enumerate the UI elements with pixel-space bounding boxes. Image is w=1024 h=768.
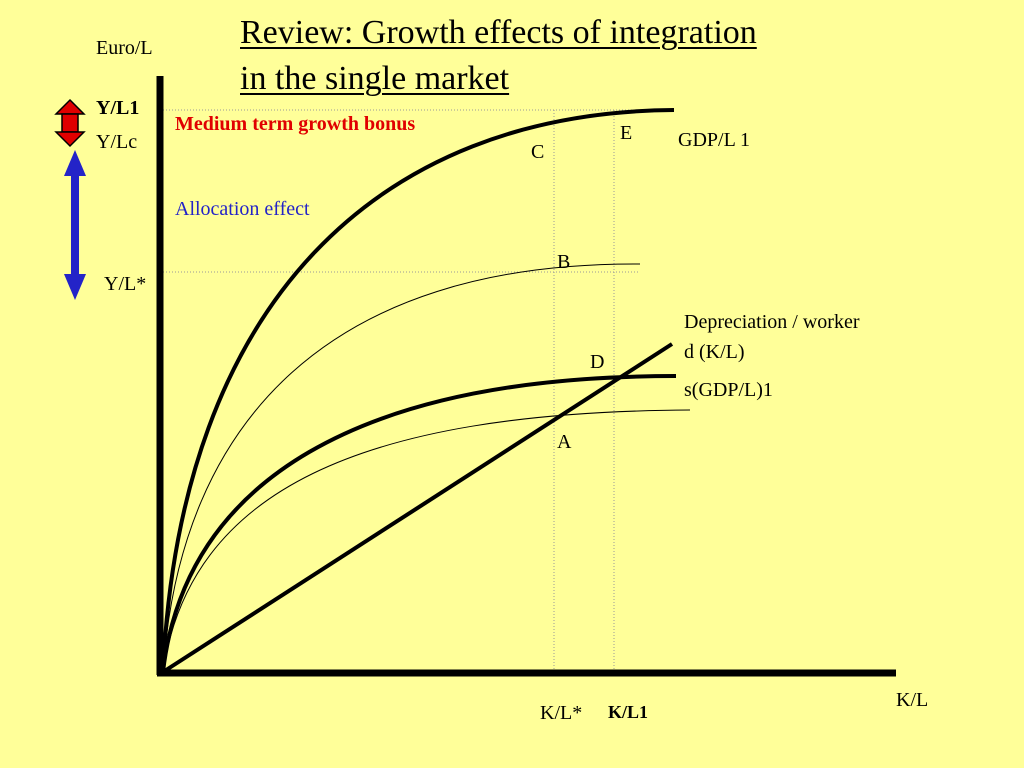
allocation-effect-arrow [64,150,86,300]
x-axis-label: K/L [896,689,929,711]
s-gdp-l1-curve [161,374,677,673]
thin-lower-curve [162,409,691,673]
point-d-label: D [590,351,605,373]
depreciation-label-line-1: Depreciation / worker [684,311,860,333]
y-tick-ylc: Y/Lc [96,131,138,153]
thin-upper-curve [162,263,641,673]
depreciation-line [161,342,674,674]
medium-term-arrow [54,98,86,148]
x-tick-kl-star: K/L* [540,702,583,724]
point-c-label: C [531,141,545,163]
y-tick-yl-star: Y/L* [104,273,147,295]
allocation-effect-label: Allocation effect [175,198,310,220]
point-e-label: E [620,122,633,144]
gdp-l1-curve [161,108,675,673]
point-b-label: B [557,251,571,273]
title-line-1: Review: Growth effects of integration [240,14,757,51]
medium-term-label: Medium term growth bonus [175,113,416,135]
y-tick-yl1: Y/L1 [96,97,140,119]
s-gdp-l1-label: s(GDP/L)1 [684,379,773,401]
point-a-label: A [557,431,572,453]
gdp-l1-label: GDP/L 1 [678,129,751,151]
slide-title: Review: Growth effects of integration in… [240,10,860,102]
x-tick-kl1: K/L1 [608,702,649,722]
title-line-2: in the single market [240,60,510,97]
depreciation-label-line-2: d (K/L) [684,341,745,363]
y-axis-label: Euro/L [96,37,153,59]
